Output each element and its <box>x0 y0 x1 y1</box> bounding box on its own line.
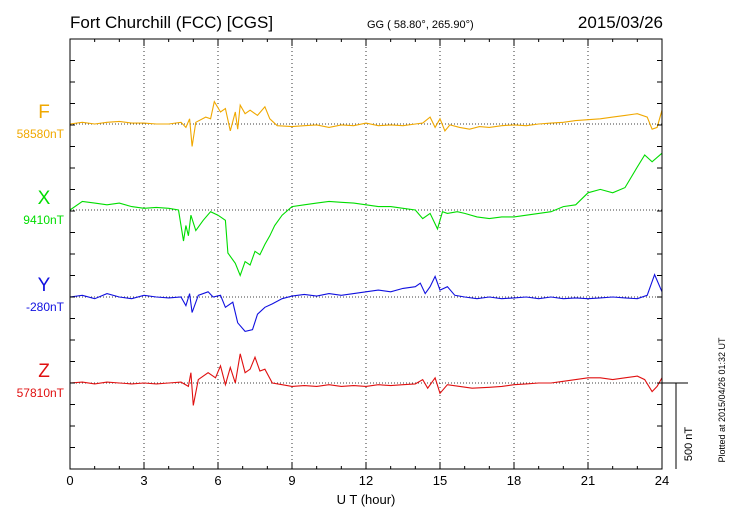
plotted-timestamp: Plotted at 2015/04/26 01:32 UT <box>717 337 727 463</box>
x-tick-label: 24 <box>655 473 669 488</box>
x-tick-label: 18 <box>507 473 521 488</box>
series-line-y <box>69 273 663 333</box>
station-title: Fort Churchill (FCC) [CGS] <box>70 13 273 32</box>
station-coordinates: GG ( 58.80°, 265.90°) <box>367 19 474 31</box>
baseline-value-z: 57810nT <box>17 386 65 400</box>
x-tick-label: 15 <box>433 473 447 488</box>
series-labels: F 58580nT X 9410nT Y -280nT Z 57810nT <box>17 102 65 400</box>
scale-bar-label: 500 nT <box>683 427 695 462</box>
x-tick-label: 9 <box>288 473 295 488</box>
grid <box>70 39 662 469</box>
series-line-f <box>69 100 663 147</box>
baseline-value-x: 9410nT <box>23 213 64 227</box>
chart-date: 2015/03/26 <box>578 13 663 32</box>
baseline-value-y: -280nT <box>26 300 65 314</box>
x-tick-label: 0 <box>66 473 73 488</box>
component-label-f: F <box>38 102 50 123</box>
scale-bar: 500 nT <box>662 382 695 469</box>
x-tick-label: 12 <box>359 473 373 488</box>
x-axis-label: U T (hour) <box>337 492 396 507</box>
component-label-x: X <box>38 188 51 209</box>
series-line-x <box>69 152 663 277</box>
series-line-z <box>69 353 663 406</box>
x-tick-label: 3 <box>140 473 147 488</box>
series-group <box>69 100 663 406</box>
x-axis: 0 3 6 9 12 15 18 21 24 <box>66 38 669 488</box>
x-tick-label: 21 <box>581 473 595 488</box>
x-tick-label: 6 <box>214 473 221 488</box>
baseline-value-f: 58580nT <box>17 127 65 141</box>
component-label-z: Z <box>38 361 50 382</box>
component-label-y: Y <box>38 275 51 296</box>
